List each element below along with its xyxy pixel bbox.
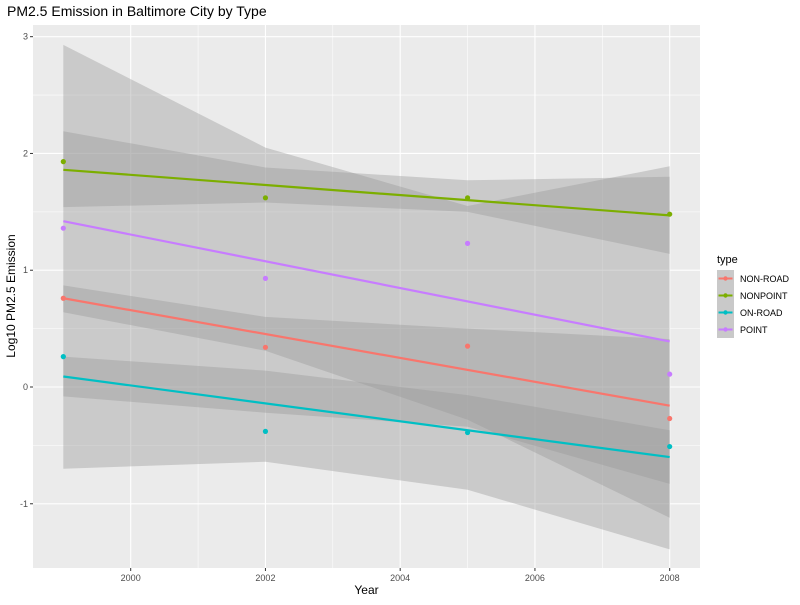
legend-item-non-road: NON-ROAD: [717, 270, 789, 287]
legend-label: NON-ROAD: [740, 274, 789, 284]
data-point-non-road: [262, 344, 269, 350]
legend-label: ON-ROAD: [740, 308, 783, 318]
axes: 2000 2002 2004 2006 2008 -1 0 1 2 3: [20, 32, 680, 583]
legend-item-nonpoint: NONPOINT: [717, 287, 788, 304]
x-tick-label: 2004: [390, 573, 410, 583]
fit-line-nonpoint: [63, 168, 670, 217]
legend-key-point: [723, 293, 728, 298]
fit-line-non-road: [63, 297, 670, 407]
data-point-point: [60, 225, 66, 231]
x-axis-label: Year: [354, 583, 378, 597]
y-tick-label: -1: [20, 499, 28, 509]
x-tick-label: 2000: [121, 573, 141, 583]
confidence-band-non-road: [63, 285, 670, 518]
legend: type NON-ROAD NONPOINT ON-ROAD POINT: [717, 254, 789, 338]
legend-item-point: POINT: [717, 321, 768, 338]
legend-label: POINT: [740, 325, 768, 335]
y-tick-label: 2: [23, 148, 28, 158]
y-tick-label: 3: [23, 32, 28, 42]
data-point-non-road: [464, 343, 471, 349]
fit-line-on-road: [63, 375, 670, 459]
confidence-band-point: [63, 44, 670, 550]
data-point-on-road: [667, 443, 673, 450]
x-tick-label: 2008: [660, 573, 680, 583]
data-point-non-road: [667, 415, 673, 422]
data-point-on-road: [262, 428, 269, 434]
data-point-non-road: [60, 295, 66, 301]
legend-keys: NON-ROAD NONPOINT ON-ROAD POINT: [717, 270, 789, 338]
data-point-point: [464, 240, 471, 246]
plot-panel: [33, 25, 700, 568]
data-point-nonpoint: [464, 195, 471, 201]
data-point-point: [667, 371, 673, 377]
data-point-nonpoint: [262, 195, 269, 201]
x-tick-label: 2002: [255, 573, 275, 583]
fit-lines: [63, 168, 670, 459]
data-point-on-road: [60, 354, 66, 360]
data-point-nonpoint: [60, 159, 66, 165]
x-tick-label: 2006: [525, 573, 545, 583]
legend-key-point: [723, 310, 728, 315]
legend-title: type: [717, 254, 738, 266]
legend-item-on-road: ON-ROAD: [717, 304, 783, 321]
legend-label: NONPOINT: [740, 291, 788, 301]
y-axis-label: Log10 PM2.5 Emission: [4, 234, 18, 357]
legend-key-point: [723, 327, 728, 332]
confidence-band-on-road: [63, 356, 670, 484]
grid-lines: [33, 25, 700, 568]
y-tick-label: 0: [23, 382, 28, 392]
legend-key-point: [723, 276, 728, 281]
fit-line-point: [63, 220, 670, 343]
data-points: [60, 159, 673, 450]
data-point-on-road: [464, 429, 471, 436]
y-tick-label: 1: [23, 265, 28, 275]
data-point-nonpoint: [667, 211, 673, 217]
chart-title: PM2.5 Emission in Baltimore City by Type: [7, 3, 267, 19]
data-point-point: [262, 275, 269, 281]
